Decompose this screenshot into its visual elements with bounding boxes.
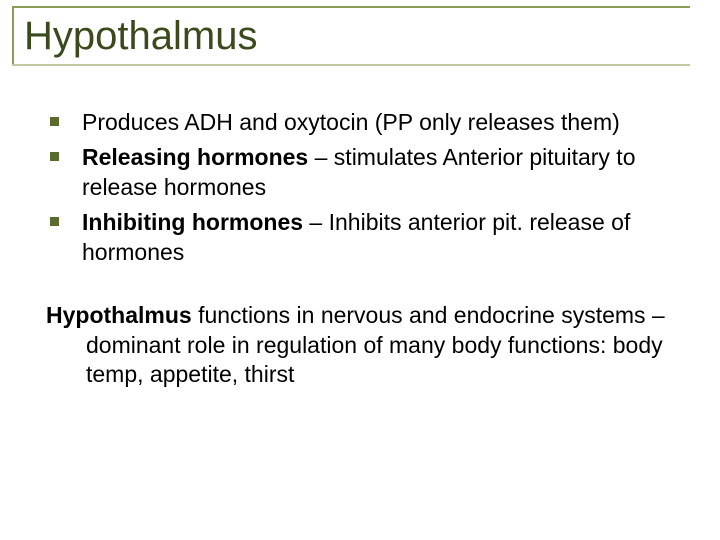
title-rule-bottom bbox=[12, 64, 690, 66]
bullet-bold-lead: Releasing hormones bbox=[82, 144, 308, 170]
paragraph-bold-lead: Hypothalmus bbox=[46, 302, 192, 328]
bullet-list: Produces ADH and oxytocin (PP only relea… bbox=[46, 108, 674, 267]
bullet-square-icon bbox=[50, 117, 59, 126]
bullet-text: Produces ADH and oxytocin (PP only relea… bbox=[82, 109, 620, 135]
bullet-bold-lead: Inhibiting hormones bbox=[82, 209, 303, 235]
content-region: Produces ADH and oxytocin (PP only relea… bbox=[0, 66, 720, 390]
bullet-square-icon bbox=[50, 217, 59, 226]
title-rule-left bbox=[12, 6, 14, 64]
bullet-square-icon bbox=[50, 152, 59, 161]
list-item: Releasing hormones – stimulates Anterior… bbox=[46, 143, 674, 202]
paragraph: Hypothalmus functions in nervous and end… bbox=[46, 301, 674, 389]
slide-title: Hypothalmus bbox=[22, 14, 720, 58]
title-rule-top bbox=[12, 6, 690, 8]
title-region: Hypothalmus bbox=[0, 0, 720, 66]
list-item: Produces ADH and oxytocin (PP only relea… bbox=[46, 108, 674, 137]
list-item: Inhibiting hormones – Inhibits anterior … bbox=[46, 208, 674, 267]
